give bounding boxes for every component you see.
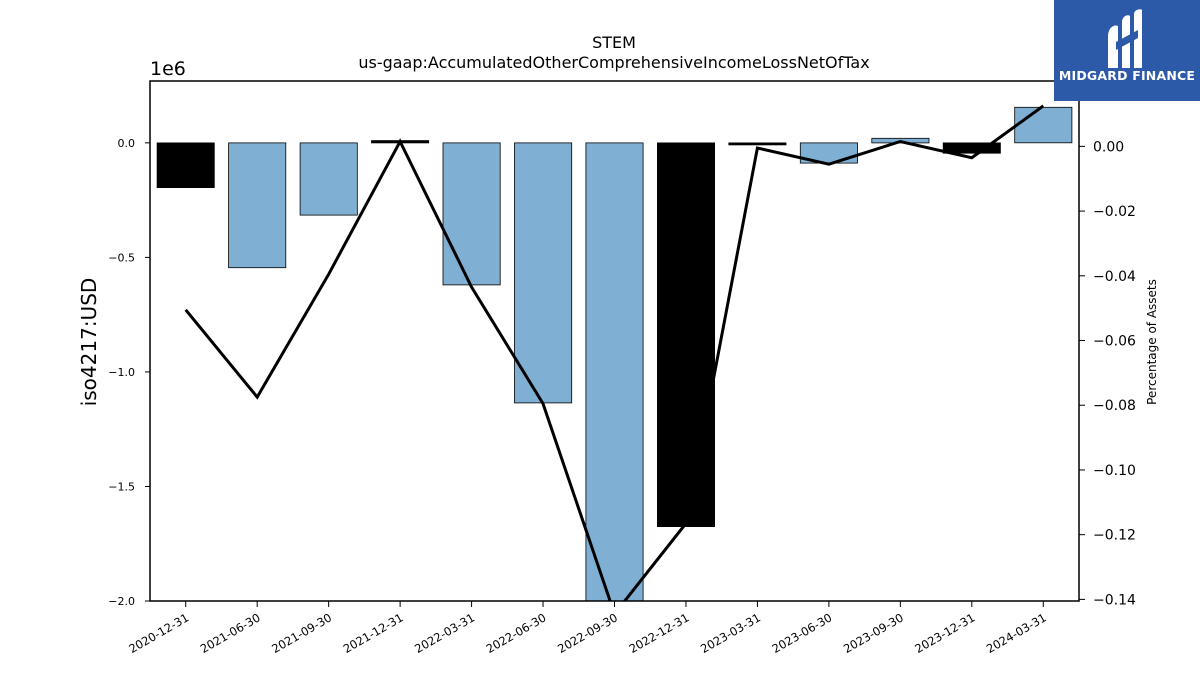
x-axis-ticks: 2020-12-31 2021-06-30 2021-09-30 2021-12-31… xyxy=(126,601,1049,656)
x-tick-label: 2024-03-31 xyxy=(984,610,1049,656)
percentage-line xyxy=(184,104,1045,601)
y2-axis-ticks: 0.00 −0.02 −0.04 −0.06 −0.08 −0.10 −0.12 −0.14 xyxy=(1079,139,1136,608)
y-tick-label: −1.0 xyxy=(108,366,135,379)
x-tick-label: 2022-03-31 xyxy=(412,610,477,656)
bar xyxy=(442,142,501,286)
x-tick-label: 2023-06-30 xyxy=(769,610,834,656)
midgard-logo-icon xyxy=(1108,9,1142,68)
y2-tick-label: −0.02 xyxy=(1093,204,1136,220)
bar xyxy=(585,142,644,602)
x-tick-label: 2021-09-30 xyxy=(269,610,334,656)
x-tick-label: 2022-09-30 xyxy=(555,610,620,656)
y-offset-label: 1e6 xyxy=(150,58,186,80)
y-tick-label: 0.0 xyxy=(118,137,136,150)
y2-tick-label: −0.14 xyxy=(1093,592,1136,608)
y-tick-label: −0.5 xyxy=(108,251,135,264)
x-tick-label: 2023-03-31 xyxy=(698,610,763,656)
y-tick-label: −1.5 xyxy=(108,480,135,493)
y-axis-ticks: 0.0 −0.5 −1.0 −1.5 −2.0 xyxy=(108,137,150,608)
line-series xyxy=(184,104,1045,601)
x-tick-label: 2020-12-31 xyxy=(126,610,191,656)
x-tick-label: 2023-09-30 xyxy=(841,610,906,656)
bar xyxy=(657,142,716,528)
y2-tick-label: −0.06 xyxy=(1093,334,1136,350)
bar xyxy=(514,142,573,404)
y2-tick-label: −0.08 xyxy=(1093,398,1136,414)
x-tick-label: 2022-06-30 xyxy=(484,610,549,656)
bar xyxy=(1014,106,1073,144)
brand-name: MIDGARD FINANCE xyxy=(1058,68,1196,83)
brand-logo: MIDGARD FINANCE xyxy=(1054,0,1200,101)
y-tick-label: −2.0 xyxy=(108,595,135,608)
bar-series xyxy=(156,106,1073,602)
chart-subtitle: us-gaap:AccumulatedOtherComprehensiveInc… xyxy=(358,53,869,72)
x-tick-label: 2023-12-31 xyxy=(912,610,977,656)
y2-axis-label: Percentage of Assets xyxy=(1145,279,1159,405)
bar xyxy=(942,142,1001,154)
bar xyxy=(299,142,358,216)
bar xyxy=(228,142,287,269)
y2-tick-label: −0.12 xyxy=(1093,528,1136,544)
y2-tick-label: −0.04 xyxy=(1093,269,1136,285)
chart-title: STEM xyxy=(592,33,636,52)
bar xyxy=(728,142,787,146)
y2-tick-label: −0.10 xyxy=(1093,463,1136,479)
x-tick-label: 2021-12-31 xyxy=(341,610,406,656)
y-axis-label: iso4217:USD xyxy=(77,278,101,407)
x-tick-label: 2021-06-30 xyxy=(198,610,263,656)
bar xyxy=(156,142,215,188)
y2-tick-label: 0.00 xyxy=(1093,139,1124,155)
x-tick-label: 2022-12-31 xyxy=(627,610,692,656)
